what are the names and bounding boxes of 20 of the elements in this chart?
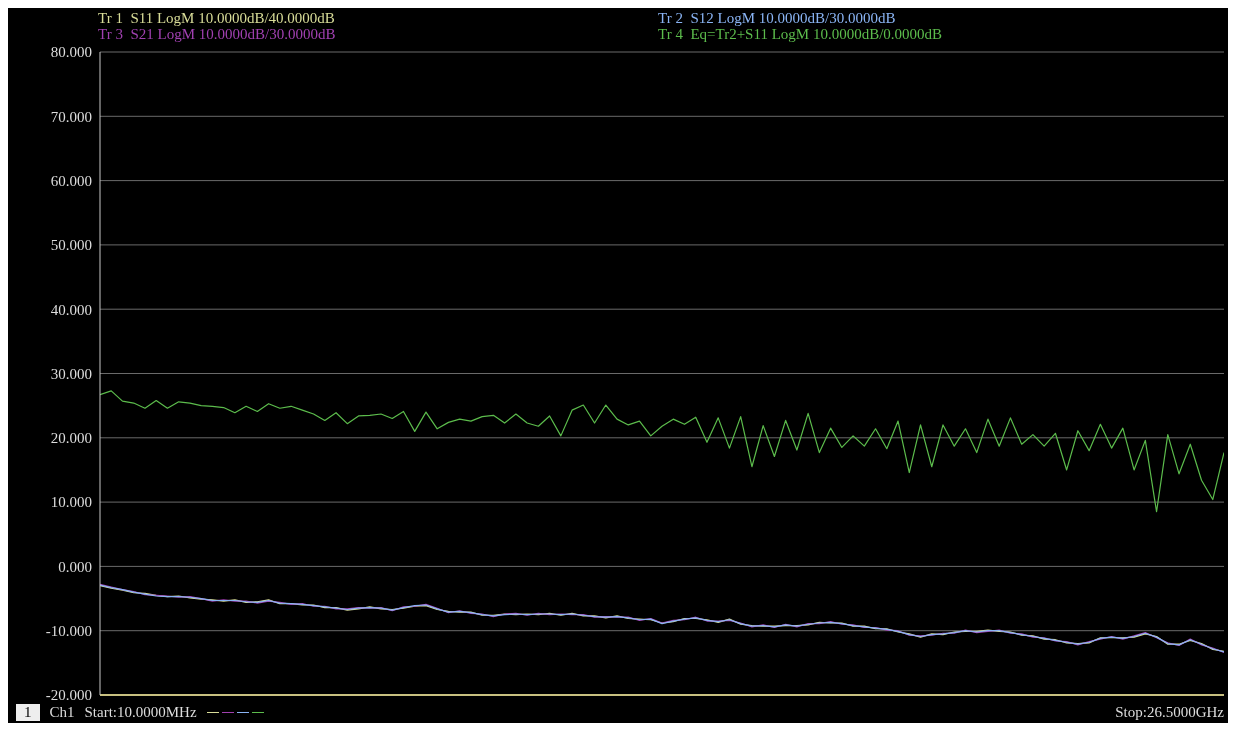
text: Ch1	[49, 704, 75, 721]
text: Tr 3 S21 LogM 10.0000dB/30.0000dB	[98, 26, 337, 42]
text: Tr 2 S12 LogM 10.0000dB/30.0000dB	[658, 10, 897, 26]
y-tick-label: 30.000	[50, 365, 92, 382]
y-tick-label: -20.000	[45, 687, 92, 704]
y-tick-label: -10.000	[45, 623, 92, 640]
y-tick-label: 10.000	[50, 494, 92, 511]
y-tick-label: 70.000	[50, 108, 92, 125]
text: Tr 1 S11 LogM 10.0000dB/40.0000dB	[98, 10, 336, 26]
text: 1	[16, 704, 40, 721]
y-tick-label: 40.000	[50, 301, 92, 318]
y-tick-label: 0.000	[58, 558, 92, 575]
y-tick-label: 60.000	[50, 172, 92, 189]
y-tick-label: 20.000	[50, 430, 92, 447]
text: Stop:26.5000GHz	[1115, 704, 1224, 721]
text: Start:10.0000MHz	[84, 704, 197, 721]
line-series	[100, 390, 1224, 513]
y-tick-label: 50.000	[50, 237, 92, 254]
text: Tr 4 Eq=Tr2+S11 LogM 10.0000dB/0.0000dB	[658, 26, 944, 42]
y-tick-label: 80.000	[50, 44, 92, 61]
